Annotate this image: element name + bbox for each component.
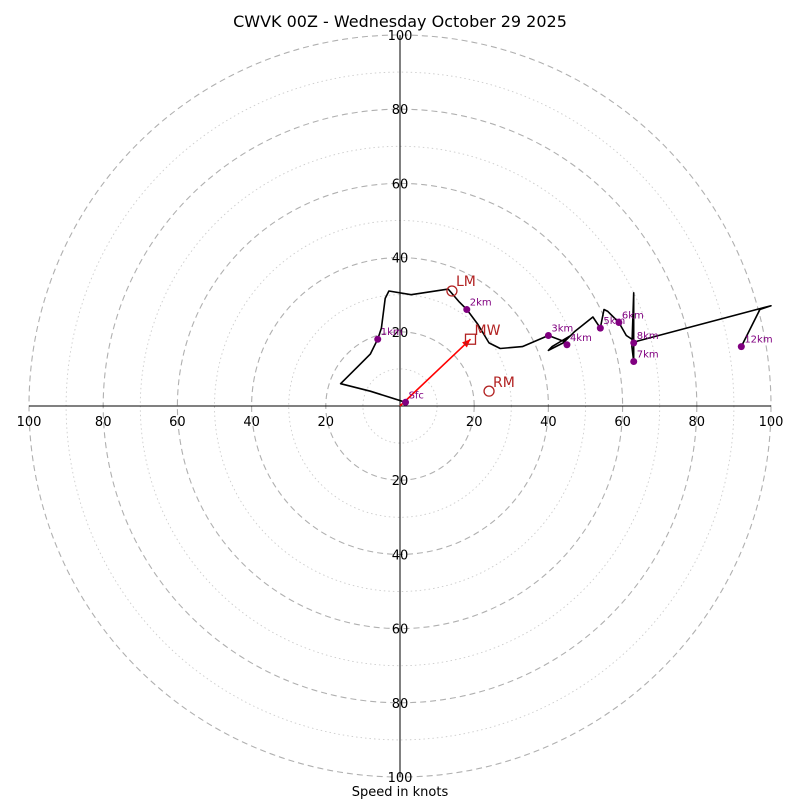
mean-wind-vector-group <box>399 338 472 407</box>
height-point-label: 6km <box>622 311 644 322</box>
y-tick-label: 80 <box>392 697 409 712</box>
x-tick-label: 80 <box>689 415 706 430</box>
height-point-12km <box>737 343 745 351</box>
y-tick-label: 20 <box>392 474 409 489</box>
height-point-label: 1km <box>381 327 403 338</box>
mean-wind-arrow <box>399 338 472 407</box>
mean-wind-marker <box>464 333 477 345</box>
y-tick-label: 40 <box>392 252 409 267</box>
height-point-sfc <box>402 398 410 406</box>
y-tick-label: 80 <box>392 103 409 118</box>
right-mover-label: RM <box>493 375 515 391</box>
height-point-6km <box>615 319 623 327</box>
height-point-7km <box>630 357 638 365</box>
hodograph-trace-group <box>339 288 772 404</box>
x-tick-label: 80 <box>95 415 112 430</box>
y-tick-label: 100 <box>388 29 413 44</box>
y-tick-label: 20 <box>392 326 409 341</box>
height-point-label: 5km <box>603 316 625 327</box>
x-tick-label: 60 <box>169 415 186 430</box>
height-point-3km <box>544 332 552 340</box>
x-tick-label: 20 <box>318 415 335 430</box>
height-point-1km <box>374 335 382 343</box>
left-mover-marker <box>446 285 458 297</box>
height-point-label: Sfc <box>409 390 424 401</box>
x-tick-label: 100 <box>17 415 42 430</box>
x-tick-label: 40 <box>243 415 260 430</box>
height-point-4km <box>563 341 571 349</box>
height-point-label: 2km <box>470 298 492 309</box>
left-mover-label: LM <box>456 274 476 290</box>
x-tick-label: 20 <box>466 415 483 430</box>
x-tick-label: 60 <box>614 415 631 430</box>
height-point-8km <box>630 339 638 347</box>
tick-labels: 20 20 20 20 40 40 40 40 60 60 60 60 80 80 80 80 100 100 10… <box>17 29 784 786</box>
height-point-2km <box>463 306 471 314</box>
height-point-5km <box>596 324 604 332</box>
right-mover-marker <box>483 385 495 397</box>
mean-wind-label: MW <box>474 323 500 339</box>
y-tick-label: 100 <box>388 771 413 786</box>
y-tick-label: 60 <box>392 623 409 638</box>
y-tick-label: 60 <box>392 177 409 192</box>
y-tick-label: 40 <box>392 548 409 563</box>
x-tick-label: 100 <box>759 415 784 430</box>
storm-motion-markers: LM RM MW <box>446 274 515 397</box>
x-tick-label: 40 <box>540 415 557 430</box>
mean-wind-arrowhead <box>462 339 471 348</box>
height-point-label: 3km <box>551 324 573 335</box>
hodograph-trace <box>339 288 772 404</box>
height-point-label: 4km <box>570 333 592 344</box>
chart-title: CWVK 00Z - Wednesday October 29 2025 <box>233 12 567 31</box>
height-point-label: 8km <box>637 331 659 342</box>
height-point-label: 7km <box>637 349 659 360</box>
x-axis-label: Speed in knots <box>352 785 449 800</box>
height-point-label: 12km <box>744 335 772 346</box>
